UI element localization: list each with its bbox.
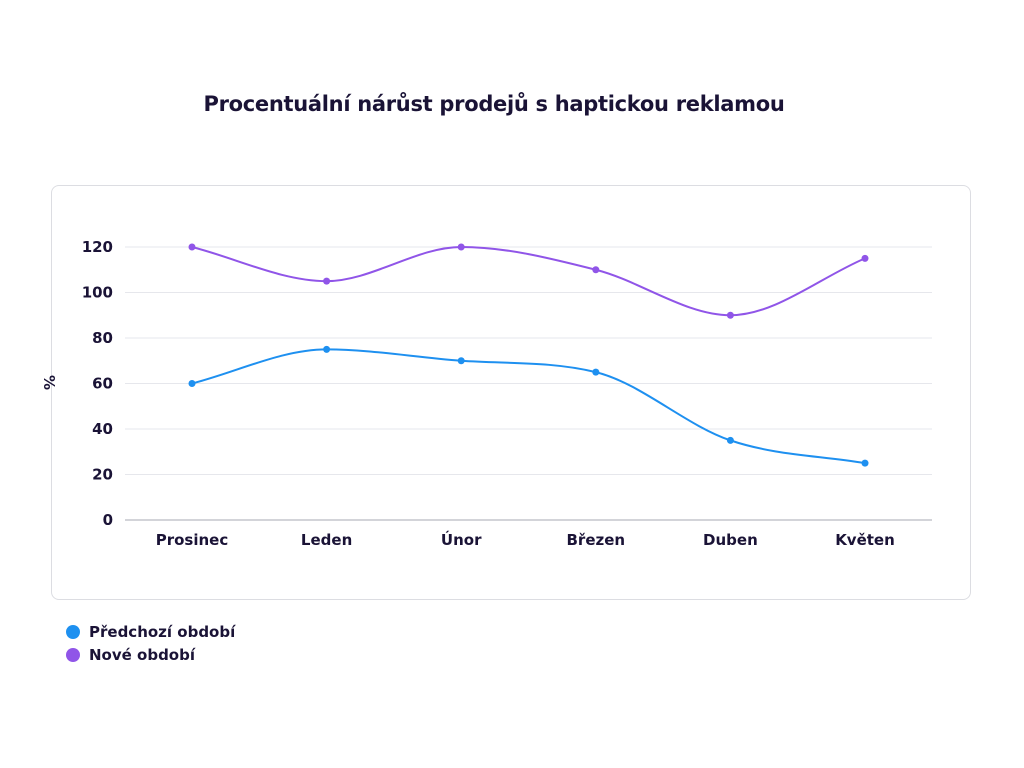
x-tick-label: Prosinec [156,531,229,549]
y-tick-label: 120 [82,238,113,256]
x-tick-label: Leden [301,531,352,549]
data-point-previous [861,459,869,467]
data-point-new [726,311,734,319]
chart-card [51,185,971,600]
x-tick-label: Duben [703,531,758,549]
y-tick-label: 60 [92,375,113,393]
series-line-previous [191,348,866,465]
legend-swatch-new [66,647,80,662]
y-tick-label: 20 [92,466,113,484]
x-tick-label: Únor [441,530,482,549]
data-point-new [323,277,331,285]
data-point-new [188,243,196,251]
legend: Předchozí období Nové období [66,620,235,666]
data-point-new [457,243,465,251]
data-point-new [592,266,600,274]
legend-label-previous: Předchozí období [89,622,236,641]
data-point-previous [457,357,465,365]
legend-swatch-previous [66,624,80,639]
data-point-previous [188,380,196,387]
series-layer [188,243,869,467]
series-line-new [191,245,866,317]
x-tick-labels: Prosinec Leden Únor Březen Duben Květen [156,530,895,549]
x-tick-label: Březen [567,531,626,549]
data-point-previous [592,368,600,376]
y-axis-label: % [40,375,58,391]
chart-title: Procentuální nárůst prodejů s haptickou … [203,92,785,116]
y-tick-label: 100 [82,284,113,302]
y-tick-label: 80 [92,329,113,347]
legend-item-previous[interactable]: Předchozí období [66,620,235,643]
legend-label-new: Nové období [89,645,195,664]
y-tick-labels: 0 20 40 60 80 100 120 [82,238,113,529]
x-tick-label: Květen [835,531,895,549]
y-tick-label: 40 [92,420,113,438]
data-point-previous [726,436,734,444]
data-point-new [861,254,869,262]
data-point-previous [323,345,331,353]
grid-layer [125,246,932,521]
legend-item-new[interactable]: Nové období [66,643,235,666]
y-tick-label: 0 [103,511,113,529]
